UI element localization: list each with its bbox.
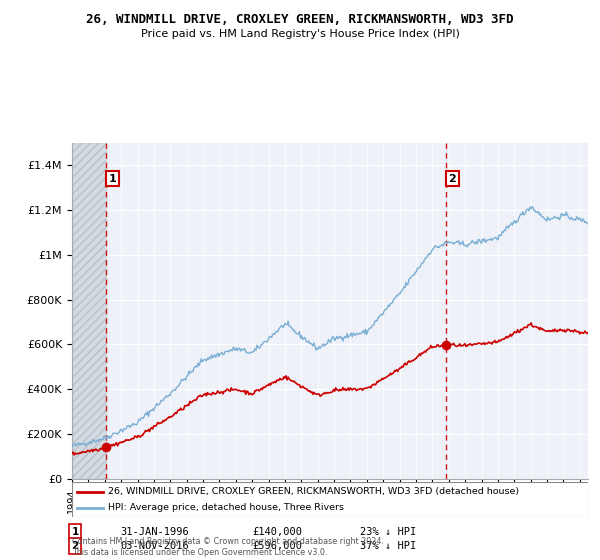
Text: 1: 1 (109, 174, 116, 184)
Text: 26, WINDMILL DRIVE, CROXLEY GREEN, RICKMANSWORTH, WD3 3FD (detached house): 26, WINDMILL DRIVE, CROXLEY GREEN, RICKM… (108, 487, 519, 496)
Text: 31-JAN-1996: 31-JAN-1996 (120, 527, 189, 537)
Text: 26, WINDMILL DRIVE, CROXLEY GREEN, RICKMANSWORTH, WD3 3FD: 26, WINDMILL DRIVE, CROXLEY GREEN, RICKM… (86, 13, 514, 26)
Bar (72, 143, 106, 479)
Text: 23% ↓ HPI: 23% ↓ HPI (360, 527, 416, 537)
Text: 2: 2 (449, 174, 456, 184)
Text: 37% ↓ HPI: 37% ↓ HPI (360, 541, 416, 551)
Text: 1: 1 (71, 527, 79, 537)
Text: £140,000: £140,000 (252, 527, 302, 537)
Text: Contains HM Land Registry data © Crown copyright and database right 2024.
This d: Contains HM Land Registry data © Crown c… (72, 537, 384, 557)
Text: 03-NOV-2016: 03-NOV-2016 (120, 541, 189, 551)
Bar (72, 143, 106, 479)
Text: 2: 2 (71, 541, 79, 551)
Text: Price paid vs. HM Land Registry's House Price Index (HPI): Price paid vs. HM Land Registry's House … (140, 29, 460, 39)
Text: £596,000: £596,000 (252, 541, 302, 551)
Text: HPI: Average price, detached house, Three Rivers: HPI: Average price, detached house, Thre… (108, 503, 344, 512)
